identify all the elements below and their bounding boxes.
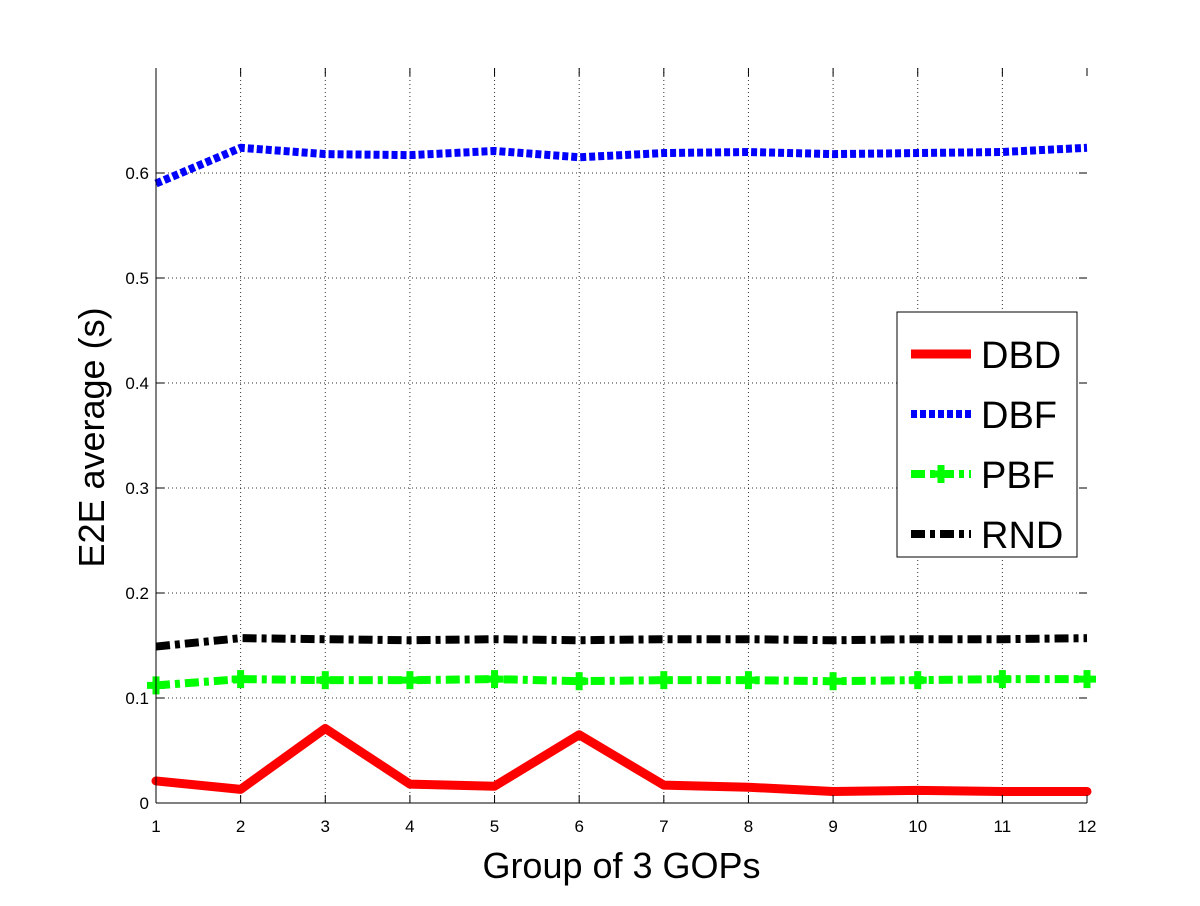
legend-label-rnd: RND <box>981 515 1063 557</box>
x-tick-label: 4 <box>405 817 414 836</box>
legend: DBD DBF PBF RND <box>896 311 1078 558</box>
x-tick-label: 3 <box>321 817 330 836</box>
y-axis-title: E2E average (s) <box>71 307 112 567</box>
y-tick-label: 0 <box>140 794 149 813</box>
y-tick-label: 0.1 <box>125 689 149 708</box>
x-tick-label: 2 <box>236 817 245 836</box>
x-axis-title: Group of 3 GOPs <box>482 845 760 886</box>
y-tick-label: 0.5 <box>125 269 149 288</box>
y-tick-label: 0.3 <box>125 479 149 498</box>
series-line-rnd <box>155 634 1088 651</box>
legend-label-dbd: DBD <box>981 335 1061 377</box>
x-tick-label: 12 <box>1078 817 1097 836</box>
legend-label-pbf: PBF <box>981 455 1055 497</box>
data-point <box>570 672 589 691</box>
x-tick-label: 8 <box>744 817 753 836</box>
series-line-dbf <box>154 143 1088 188</box>
y-tick-label: 0.6 <box>125 164 149 183</box>
data-point <box>400 671 419 690</box>
legend-label-dbf: DBF <box>981 395 1057 437</box>
data-point <box>485 670 504 689</box>
data-point <box>993 670 1012 689</box>
data-point <box>231 670 250 689</box>
x-tick-label: 5 <box>490 817 499 836</box>
data-point <box>1078 670 1096 689</box>
series-line-dbd <box>151 723 1092 796</box>
x-tick-label: 7 <box>659 817 668 836</box>
x-tick-label: 1 <box>151 817 160 836</box>
axes <box>155 68 1088 804</box>
data-point <box>654 671 673 690</box>
data-point <box>824 672 843 691</box>
y-tick-label: 0.4 <box>125 374 149 393</box>
x-tick-label: 6 <box>574 817 583 836</box>
series-line-pbf <box>155 675 1087 690</box>
data-point <box>908 671 927 690</box>
x-tick-label: 11 <box>994 817 1012 836</box>
data-point <box>739 671 758 690</box>
data-point <box>316 671 335 690</box>
x-tick-label: 9 <box>828 817 837 836</box>
legend-marker <box>932 465 950 483</box>
x-tick-label: 10 <box>908 817 927 836</box>
y-tick-label: 0.2 <box>125 584 149 603</box>
